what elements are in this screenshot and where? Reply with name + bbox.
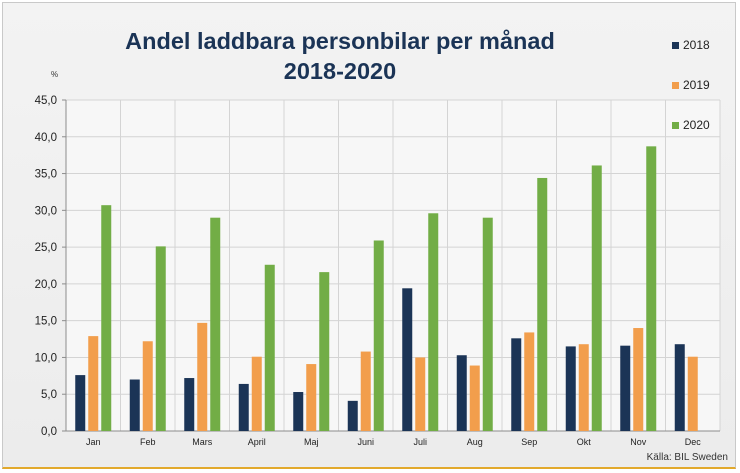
x-tick-label: Jan <box>86 437 101 447</box>
bar-2020-mars <box>210 217 221 431</box>
legend-label: 2020 <box>683 118 710 132</box>
bar-2018-aug <box>456 355 467 431</box>
bar-2019-mars <box>197 322 208 431</box>
bar-2018-jan <box>75 375 86 431</box>
y-tick-label: 35,0 <box>35 169 57 181</box>
bar-2020-okt <box>591 165 602 431</box>
legend-swatch <box>672 122 679 129</box>
bar-2020-sep <box>537 177 548 431</box>
x-tick-label: Feb <box>140 437 156 447</box>
bar-2019-dec <box>687 356 698 431</box>
bar-2020-juli <box>428 213 439 431</box>
y-tick-label: 0,0 <box>41 426 57 438</box>
bar-2019-april <box>251 356 262 431</box>
source-note: Källa: BIL Sweden <box>646 452 728 463</box>
bar-2018-okt <box>565 346 576 431</box>
bar-2019-aug <box>469 365 480 431</box>
bar-2019-juni <box>360 351 371 431</box>
y-tick-label: 15,0 <box>35 316 57 328</box>
bar-2020-aug <box>482 217 493 431</box>
bar-2018-sep <box>511 338 522 431</box>
bar-2018-juli <box>402 288 413 431</box>
bar-2018-maj <box>293 392 304 431</box>
legend-item-2020: 2020 <box>672 118 732 134</box>
chart-title-line1: Andel laddbara personbilar per månad <box>125 28 555 54</box>
bar-2018-feb <box>129 379 140 431</box>
legend-item-2019: 2019 <box>672 78 732 94</box>
bar-2020-jan <box>101 205 112 431</box>
bar-2020-feb <box>155 246 166 431</box>
bar-2018-april <box>238 383 249 431</box>
y-tick-label: 40,0 <box>35 132 57 144</box>
x-tick-label: April <box>248 437 266 447</box>
x-tick-label: Aug <box>467 437 483 447</box>
bar-2020-nov <box>646 146 657 431</box>
y-tick-label: 45,0 <box>35 95 57 107</box>
y-tick-label: 30,0 <box>35 205 57 217</box>
x-tick-label: Maj <box>304 437 319 447</box>
x-tick-label: Juli <box>413 437 427 447</box>
legend-label: 2018 <box>683 38 710 52</box>
chart-subtitle: 2018-2020 <box>283 58 397 84</box>
bar-2019-sep <box>524 332 535 431</box>
y-tick-label: 20,0 <box>35 279 57 291</box>
y-tick-label: 5,0 <box>41 389 57 401</box>
bar-2019-jan <box>88 336 99 431</box>
bar-2020-juni <box>373 240 384 431</box>
bar-2018-dec <box>674 344 685 431</box>
bar-2018-nov <box>620 345 631 431</box>
chart-title: Andel laddbara personbilar per månad 201… <box>60 26 620 86</box>
x-tick-label: Juni <box>357 437 374 447</box>
y-axis-unit-label: % <box>51 70 59 79</box>
bar-2019-maj <box>306 364 317 431</box>
y-tick-label: 10,0 <box>35 352 57 364</box>
x-tick-label: Mars <box>192 437 212 447</box>
legend-label: 2019 <box>683 78 710 92</box>
bar-2019-okt <box>578 344 589 431</box>
x-tick-label: Okt <box>577 437 592 447</box>
bar-2018-mars <box>184 378 195 431</box>
legend-swatch <box>672 82 679 89</box>
x-tick-label: Sep <box>521 437 537 447</box>
bar-2020-april <box>264 264 275 431</box>
bar-2019-nov <box>633 328 644 431</box>
bar-2018-juni <box>347 400 358 431</box>
bar-2020-maj <box>319 272 330 431</box>
x-tick-label: Nov <box>630 437 647 447</box>
bar-2019-juli <box>415 357 426 431</box>
legend-item-2018: 2018 <box>672 38 732 54</box>
bar-2019-feb <box>142 341 153 431</box>
y-tick-label: 25,0 <box>35 242 57 254</box>
legend-swatch <box>672 42 679 49</box>
x-tick-label: Dec <box>685 437 702 447</box>
